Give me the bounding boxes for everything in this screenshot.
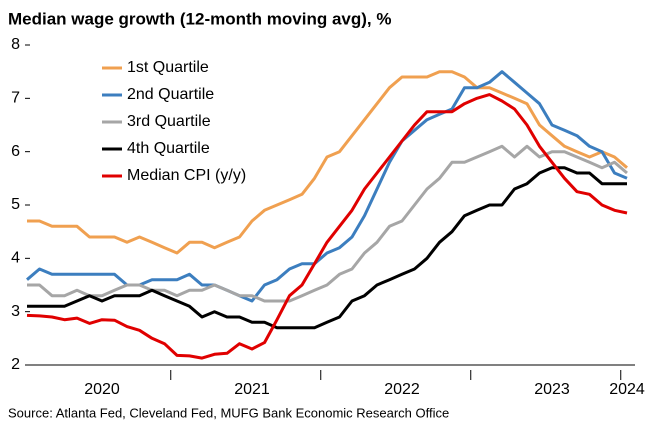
legend-label: 4th Quartile (127, 140, 210, 157)
x-tick-label: 2023 (534, 381, 570, 398)
x-tick-label: 2024 (609, 381, 645, 398)
legend-label: 1st Quartile (127, 59, 209, 76)
legend-label: Median CPI (y/y) (127, 167, 246, 184)
chart-title: Median wage growth (12-month moving avg)… (8, 9, 391, 28)
y-tick-label: 4 (11, 250, 20, 267)
source-note: Source: Atlanta Fed, Cleveland Fed, MUFG… (8, 405, 449, 420)
y-tick-label: 3 (11, 303, 20, 320)
y-tick-label: 7 (11, 90, 20, 107)
x-tick-label: 2022 (384, 381, 420, 398)
line-series (27, 166, 627, 330)
y-tick-label: 5 (11, 196, 20, 213)
line-series (26, 70, 628, 303)
x-tick-label: 2020 (84, 381, 120, 398)
line-series (27, 144, 628, 303)
y-tick-label: 2 (11, 356, 20, 373)
legend-label: 2nd Quartile (127, 86, 214, 103)
y-tick-label: 6 (11, 143, 20, 160)
line-series (27, 70, 628, 255)
line-series (26, 93, 628, 360)
legend-label: 3rd Quartile (127, 113, 211, 130)
x-tick-label: 2021 (234, 381, 270, 398)
y-tick-label: 8 (11, 36, 20, 53)
